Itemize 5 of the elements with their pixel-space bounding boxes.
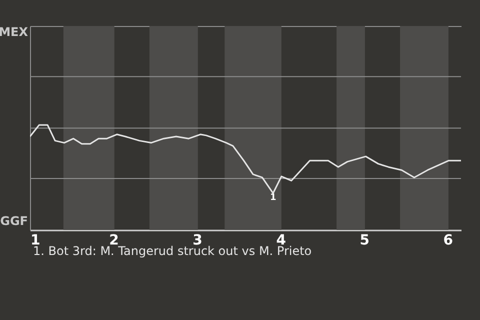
annotation: 1 bbox=[270, 193, 276, 204]
text: MEX bbox=[0, 25, 29, 39]
x-tick-label: 6 bbox=[443, 232, 454, 248]
text: GGF bbox=[0, 214, 28, 228]
x-tick-label: 5 bbox=[360, 232, 370, 248]
